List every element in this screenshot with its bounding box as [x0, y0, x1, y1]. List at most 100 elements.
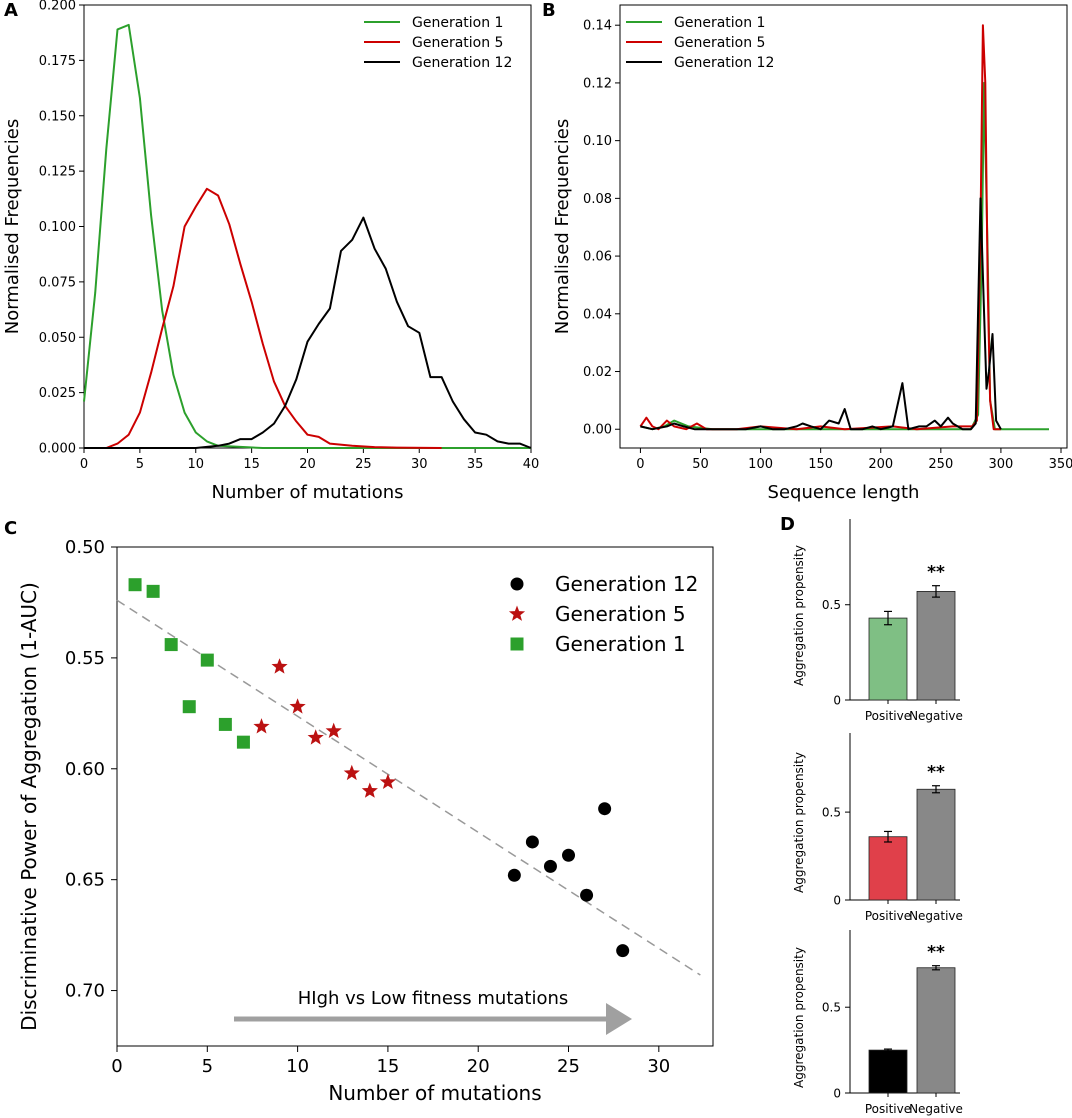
x-tick-label: 250 [928, 457, 953, 472]
point-generation-1 [218, 717, 232, 731]
point-generation-1 [236, 735, 250, 749]
x-axis-label: Sequence length [768, 482, 920, 503]
x-tick-label: Positive [865, 909, 911, 923]
plot-frame [83, 4, 532, 449]
trend-line [116, 599, 701, 976]
x-tick-label: 25 [557, 1056, 580, 1077]
x-tick-label: Positive [865, 709, 911, 723]
y-axis-label: Normalised Frequencies [552, 119, 573, 335]
point-generation-1 [164, 638, 178, 652]
legend-marker [508, 605, 526, 621]
x-tick-label: 10 [187, 457, 204, 472]
y-tick-label: 0.025 [39, 386, 76, 401]
y-axis-label: Discriminative Power of Aggregation (1-A… [17, 582, 41, 1031]
series-line-generation-12 [640, 197, 1002, 431]
y-tick-label: 0.175 [39, 54, 76, 69]
y-tick-label: 0.125 [39, 165, 76, 180]
x-tick-label: 30 [411, 457, 428, 472]
x-tick-label: 25 [355, 457, 372, 472]
x-tick-label: 30 [647, 1056, 670, 1077]
y-axis-label: Aggregation propensity [792, 752, 806, 893]
y-axis-label: Normalised Frequencies [2, 119, 23, 335]
x-tick-label: 10 [286, 1056, 309, 1077]
y-tick-label: 0 [833, 894, 841, 908]
panel-a-letter: A [4, 0, 18, 21]
annotation-arrowhead [606, 1003, 632, 1035]
bar-subplot: 0 0.5 Aggregation propensity PositiveNegati… [792, 733, 963, 923]
point-generation-1 [200, 653, 214, 667]
y-axis-label: Aggregation propensity [792, 545, 806, 686]
legend-label: Generation 5 [674, 35, 765, 51]
x-tick-label: Negative [909, 1102, 963, 1116]
bar-positive [868, 1049, 908, 1094]
x-tick-label: 20 [299, 457, 316, 472]
series-line-generation-12 [84, 216, 532, 449]
x-tick-label: Negative [909, 709, 963, 723]
y-tick-label: 0.5 [822, 1001, 841, 1015]
legend-label: Generation 1 [674, 15, 765, 31]
panel-d-letter: D [780, 514, 795, 535]
x-tick-label: 0 [111, 1056, 122, 1077]
bar-negative [916, 967, 956, 1094]
panel-a: A 0 5 10 15 20 25 30 35 40 0.000 0.025 0.050 0.075 0.… [2, 0, 539, 503]
plot-frame [619, 4, 1068, 449]
point-generation-5 [253, 718, 270, 734]
x-tick-label: 200 [868, 457, 893, 472]
x-tick-label: 15 [243, 457, 260, 472]
x-tick-label: 0 [636, 457, 644, 472]
y-tick-label: 0.04 [583, 307, 612, 322]
y-tick-label: 0.02 [583, 365, 612, 380]
point-generation-5 [379, 773, 396, 789]
legend-label: Generation 12 [555, 572, 698, 596]
y-tick-label: 0.65 [65, 870, 105, 891]
x-tick-label: 5 [202, 1056, 213, 1077]
x-tick-label: 300 [988, 457, 1013, 472]
x-tick-label: Negative [909, 909, 963, 923]
x-tick-label: 350 [1049, 457, 1072, 472]
x-tick-label: 40 [523, 457, 540, 472]
plot-frame [116, 546, 714, 1047]
x-tick-label: 15 [376, 1056, 399, 1077]
legend-label: Generation 12 [674, 55, 774, 71]
y-tick-label: 0.100 [39, 220, 76, 235]
y-tick-label: 0.14 [583, 19, 612, 34]
x-tick-label: 35 [467, 457, 484, 472]
legend-marker [510, 577, 524, 591]
y-tick-label: 0.50 [65, 537, 105, 558]
y-tick-label: 0.5 [822, 598, 841, 612]
point-generation-5 [361, 782, 378, 798]
significance-marker: ** [927, 763, 945, 783]
bar-negative [916, 788, 956, 901]
x-tick-label: Positive [865, 1102, 911, 1116]
x-tick-label: 100 [748, 457, 773, 472]
legend-label: Generation 1 [412, 15, 503, 31]
y-tick-label: 0.150 [39, 109, 76, 124]
y-axis-label: Aggregation propensity [792, 947, 806, 1088]
bar-subplot: 0 0.5 Aggregation propensity PositiveNegati… [792, 519, 963, 723]
point-generation-12 [580, 888, 594, 902]
y-tick-label: 0.00 [583, 423, 612, 438]
y-tick-label: 0 [833, 1087, 841, 1101]
annotation-text: HIgh vs Low fitness mutations [298, 988, 569, 1009]
y-tick-label: 0.200 [39, 0, 76, 14]
point-generation-12 [507, 868, 521, 882]
x-axis-label: Number of mutations [212, 482, 404, 503]
y-tick-label: 0.06 [583, 250, 612, 265]
y-tick-label: 0.08 [583, 192, 612, 207]
x-tick-label: 150 [808, 457, 833, 472]
point-generation-12 [598, 802, 612, 816]
panel-c: C 0 5 10 15 20 25 30 0.50 0.55 0.60 0.65 0.70 Number… [4, 518, 714, 1105]
legend-label: Generation 5 [412, 35, 503, 51]
point-generation-5 [343, 764, 360, 781]
point-generation-12 [562, 848, 576, 862]
panel-c-letter: C [4, 518, 17, 539]
y-tick-label: 0.12 [583, 76, 612, 91]
panel-b-letter: B [542, 0, 556, 21]
point-generation-1 [146, 584, 160, 598]
y-tick-label: 0.075 [39, 275, 76, 290]
y-tick-label: 0.10 [583, 134, 612, 149]
bar-subplot: 0 0.5 Aggregation propensity PositiveNegati… [792, 930, 963, 1116]
point-generation-12 [525, 835, 539, 849]
y-tick-label: 0 [833, 694, 841, 708]
